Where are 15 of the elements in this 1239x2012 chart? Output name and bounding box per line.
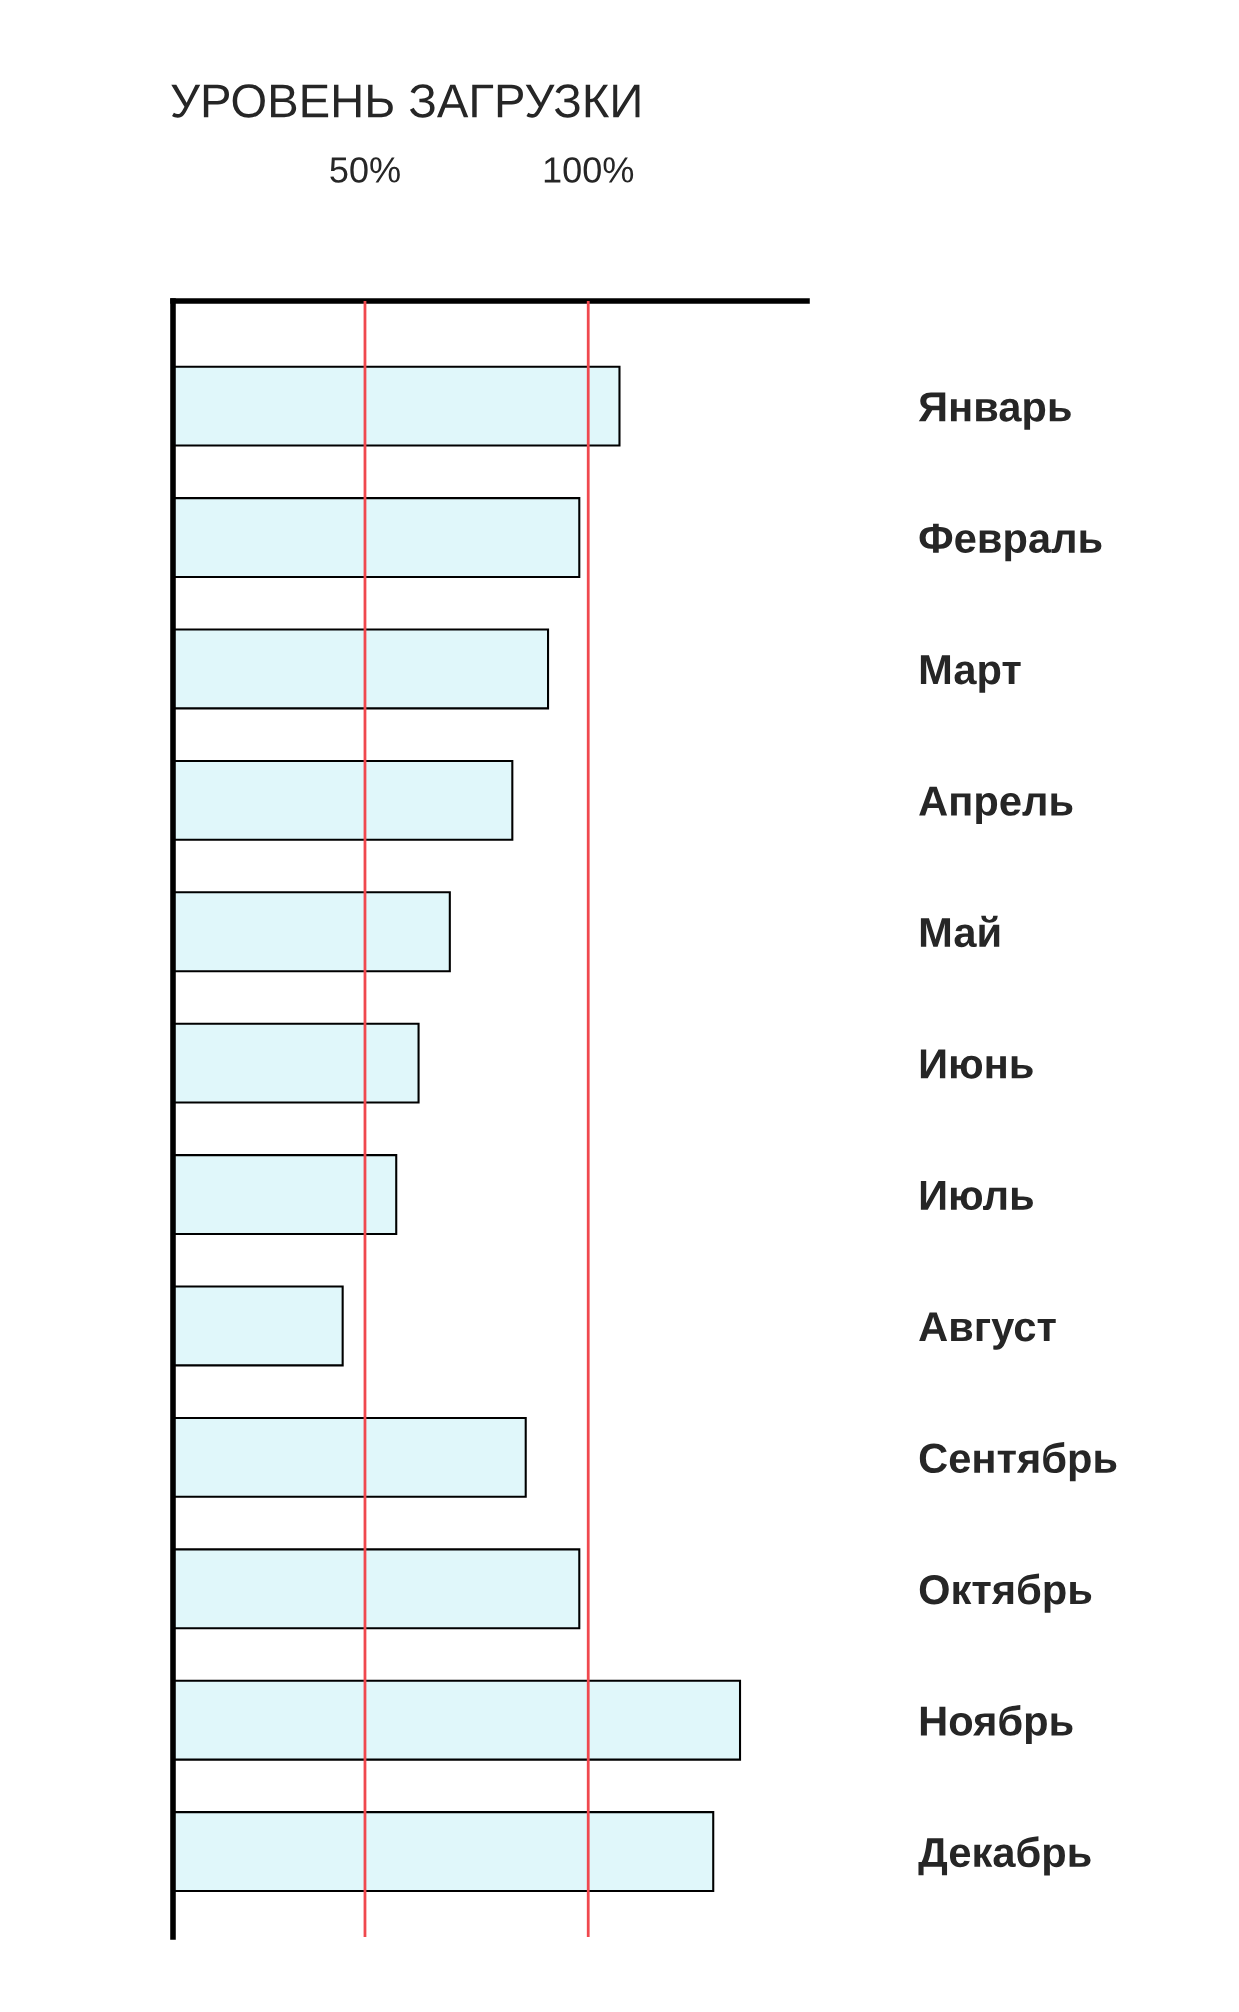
- y-tick-label: Июнь: [920, 1049, 1033, 1079]
- y-tick-label: Июль: [920, 1180, 1033, 1211]
- y-tick-label: Октябрь: [919, 1573, 1092, 1613]
- x-tick-label: 100%: [544, 157, 634, 183]
- y-tick-label: Январь: [918, 392, 1071, 430]
- y-tick-label: Сентябрь: [919, 1442, 1117, 1482]
- y-tick-label: Апрель: [919, 786, 1073, 825]
- x-tick-label: 50%: [330, 157, 400, 183]
- y-tick-label: Май: [920, 915, 1000, 948]
- chart-title: УРОВЕНЬ ЗАГРУЗКИ: [171, 84, 640, 118]
- y-tick-label: Март: [920, 655, 1021, 693]
- y-tick-label: Август: [919, 1312, 1056, 1350]
- y-tick-label: Ноябрь: [920, 1704, 1073, 1745]
- y-tick-label: Февраль: [919, 523, 1102, 562]
- y-tick-label: Декабрь: [918, 1836, 1091, 1876]
